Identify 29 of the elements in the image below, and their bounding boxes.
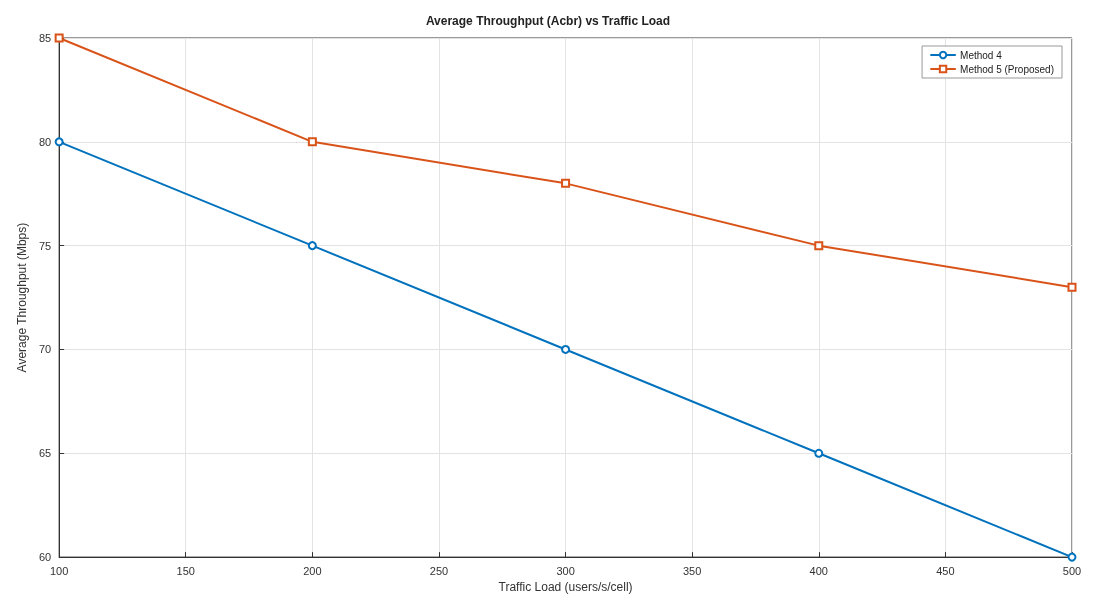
x-tick-label: 250 [429,564,449,577]
y-tick-label: 60 [38,551,52,564]
y-axis-title: Average Throughput (Mbps) [15,222,29,373]
legend-label: Method 4 [960,49,1003,61]
y-tick-label: 85 [38,32,52,44]
y-tick-label: 70 [38,343,52,356]
x-tick-label: 400 [809,564,828,577]
x-tick-label: 200 [303,564,322,577]
chart-title: Average Throughput (Acbr) vs Traffic Load [425,14,671,28]
point [814,241,824,251]
y-tick-label: 75 [38,239,52,252]
x-tick-label: 150 [176,564,195,577]
y-tick-label: 65 [38,447,52,460]
x-tick-label: 350 [683,564,702,577]
x-tick-label: 100 [49,564,69,577]
legend-label: Method 5 (Proposed) [960,63,1055,75]
point [54,137,64,147]
point [561,178,571,188]
point [1067,282,1077,292]
point [307,241,317,251]
point [1067,552,1077,562]
x-tick-label: 450 [936,564,955,577]
point [561,344,571,354]
point [814,448,824,458]
y-tick-label: 80 [38,135,52,148]
x-tick-label: 300 [556,564,575,577]
x-tick-label: 500 [1062,564,1082,577]
point [307,137,317,147]
x-axis-title: Traffic Load (users/s/cell) [498,580,633,594]
